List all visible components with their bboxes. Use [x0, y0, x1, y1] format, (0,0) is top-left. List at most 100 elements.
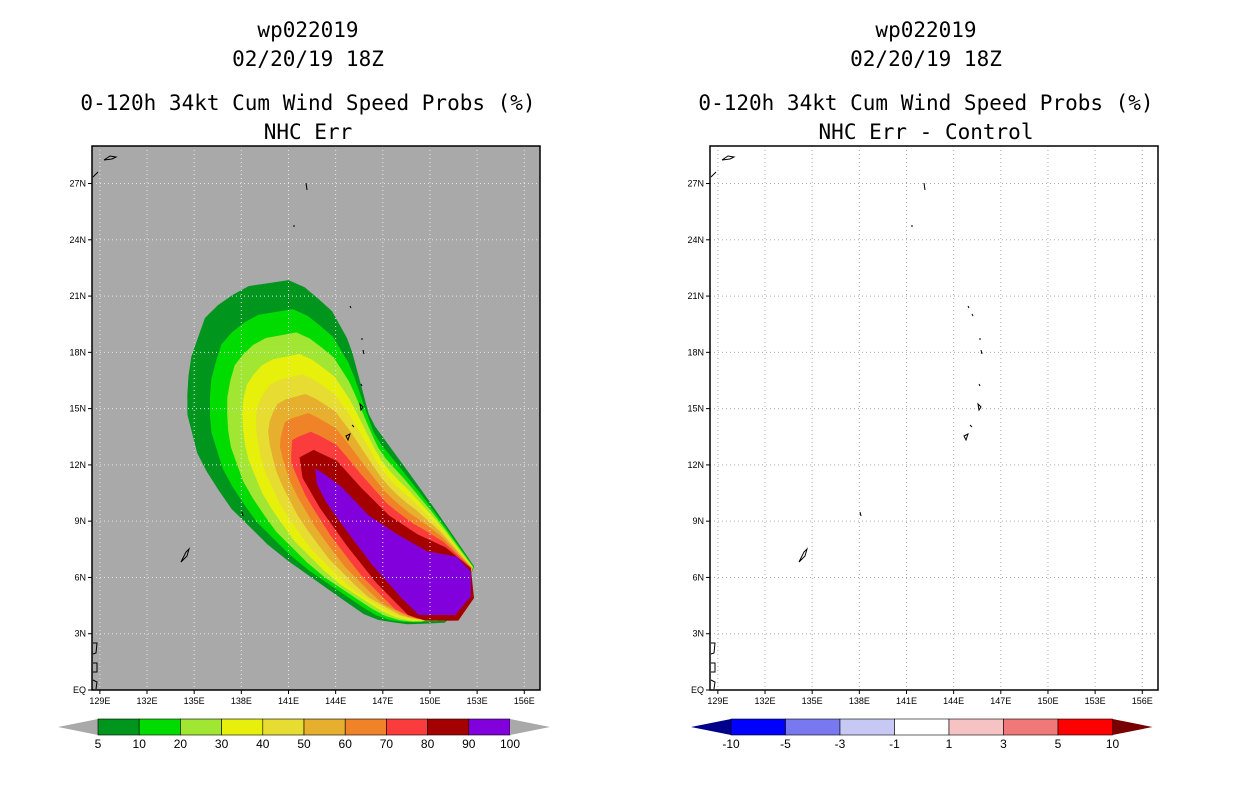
right-islands — [710, 155, 983, 690]
left-islands — [92, 155, 365, 690]
colorbar-cell — [386, 718, 428, 736]
y-tick-label: EQ — [691, 685, 704, 695]
island — [980, 349, 983, 355]
right-grid — [710, 146, 1158, 690]
colorbar-cell — [427, 718, 470, 736]
island — [92, 679, 98, 690]
colorbar-cell — [344, 718, 387, 736]
y-tick-label: 27N — [687, 179, 704, 189]
island — [798, 547, 809, 563]
right-axis-ticks: 129E 132E 135E 138E 141E 144E 147E 150E 153E 156E… — [687, 179, 1152, 706]
y-tick-label: 3N — [692, 629, 704, 639]
colorbar-cell — [97, 718, 140, 736]
colorbar-high-arrow — [1112, 719, 1153, 735]
y-tick-label: 24N — [69, 235, 86, 245]
y-tick-label: 6N — [74, 572, 86, 582]
colorbar-label: 30 — [215, 737, 229, 751]
x-tick-label: 135E — [184, 696, 205, 706]
x-tick-label: 141E — [278, 696, 299, 706]
colorbar-label: 3 — [1000, 737, 1007, 751]
island — [859, 511, 862, 517]
x-tick-label: 141E — [896, 696, 917, 706]
island — [923, 182, 926, 191]
colorbar-cell — [1057, 718, 1113, 736]
colorbar-label: 90 — [462, 737, 476, 751]
colorbar-cell — [221, 718, 264, 736]
colorbar-cell — [1003, 718, 1059, 736]
right-chart-title: 0-120h 34kt Cum Wind Speed Probs (%) — [698, 91, 1154, 115]
colorbar-label: 10 — [1106, 737, 1120, 751]
x-tick-label: 129E — [89, 696, 110, 706]
right-map: 129E 132E 135E 138E 141E 144E 147E 150E 153E 156E… — [687, 145, 1159, 706]
x-tick-label: 156E — [1132, 696, 1153, 706]
x-tick-label: 144E — [325, 696, 346, 706]
colorbar-label: -5 — [780, 737, 791, 751]
island — [362, 349, 365, 355]
x-tick-label: 135E — [802, 696, 823, 706]
x-tick-label: 156E — [514, 696, 535, 706]
x-tick-label: 132E — [137, 696, 158, 706]
colorbar-label: 80 — [421, 737, 435, 751]
y-tick-label: 24N — [687, 235, 704, 245]
x-tick-label: 147E — [372, 696, 393, 706]
colorbar-high-arrow — [510, 719, 550, 735]
left-probability-contours — [187, 280, 475, 625]
colorbar-low-arrow — [691, 719, 731, 735]
y-tick-label: 27N — [69, 179, 86, 189]
left-axis-ticks: 129E 132E 135E 138E 141E 144E 147E 150E 153E 156E… — [69, 179, 534, 706]
right-colorbar: -10 -5 -3 -1 1 3 5 10 — [691, 718, 1153, 751]
colorbar-label: 50 — [297, 737, 311, 751]
island — [180, 547, 191, 563]
y-tick-label: 12N — [687, 460, 704, 470]
x-tick-label: 150E — [419, 696, 440, 706]
colorbar-cell — [839, 718, 895, 736]
left-grid — [92, 146, 540, 690]
island — [710, 679, 716, 690]
left-colorbar: 5 10 20 30 40 50 60 70 80 90 100 — [58, 718, 550, 751]
island — [969, 424, 973, 428]
island — [305, 182, 308, 191]
colorbar-label: 60 — [339, 737, 353, 751]
island — [710, 171, 717, 178]
colorbar-cell — [730, 718, 786, 736]
colorbar-cell — [785, 718, 841, 736]
colorbar-label: 100 — [500, 737, 520, 751]
colorbar-cell — [894, 718, 950, 736]
y-tick-label: 6N — [692, 572, 704, 582]
right-chart-subtitle: NHC Err - Control — [818, 120, 1034, 144]
island — [351, 424, 355, 428]
island — [963, 433, 969, 442]
island — [978, 383, 981, 387]
x-tick-label: 147E — [990, 696, 1011, 706]
colorbar-label: 20 — [174, 737, 188, 751]
colorbar-label: 40 — [256, 737, 270, 751]
x-tick-label: 144E — [943, 696, 964, 706]
right-storm-id: wp022019 — [875, 18, 977, 42]
x-tick-label: 150E — [1037, 696, 1058, 706]
colorbar-label: 5 — [95, 737, 102, 751]
colorbar-cell — [180, 718, 222, 736]
colorbar-label: -1 — [889, 737, 900, 751]
colorbar-label: -3 — [835, 737, 846, 751]
island — [359, 402, 364, 412]
colorbar-label: 70 — [380, 737, 394, 751]
x-tick-label: 132E — [755, 696, 776, 706]
x-tick-label: 129E — [707, 696, 728, 706]
island — [349, 305, 352, 309]
y-tick-label: 12N — [69, 460, 86, 470]
y-tick-label: 18N — [687, 347, 704, 357]
contour-90pct — [315, 468, 471, 615]
left-chart-title: 0-120h 34kt Cum Wind Speed Probs (%) — [80, 91, 536, 115]
island — [241, 511, 244, 517]
colorbar-cell — [303, 718, 346, 736]
y-tick-label: 15N — [69, 404, 86, 414]
island — [92, 171, 99, 178]
left-storm-id: wp022019 — [257, 18, 359, 42]
colorbar-cell — [468, 718, 511, 736]
island — [360, 383, 363, 387]
y-tick-label: EQ — [73, 685, 86, 695]
island — [971, 313, 974, 317]
colorbar-low-arrow — [58, 719, 98, 735]
island — [710, 642, 716, 655]
